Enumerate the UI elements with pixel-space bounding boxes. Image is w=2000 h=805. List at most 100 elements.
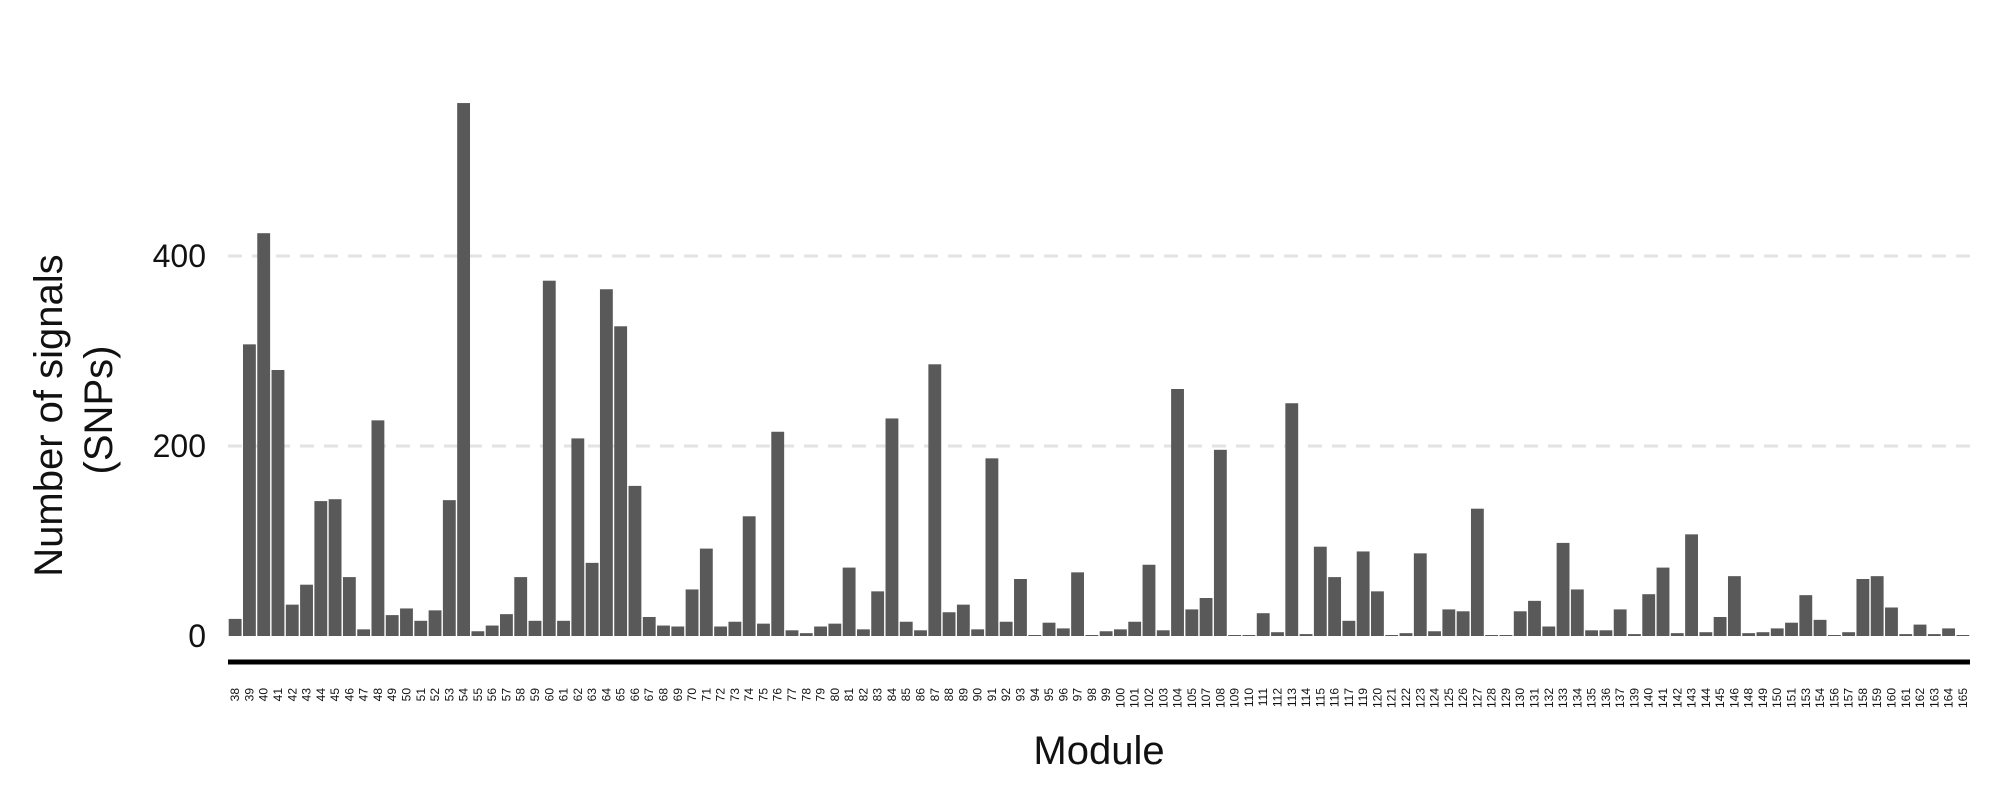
- x-tick-label: 98: [1085, 688, 1099, 702]
- bar-module-141: [1656, 567, 1670, 636]
- bar-module-72: [714, 626, 728, 636]
- x-tick-label: 49: [385, 688, 399, 702]
- x-tick-label: 129: [1499, 688, 1513, 708]
- bar-module-149: [1756, 632, 1770, 636]
- bar-module-164: [1942, 628, 1956, 636]
- bar-module-95: [1042, 622, 1056, 636]
- bar-module-160: [1885, 607, 1898, 636]
- bar-module-89: [956, 604, 970, 636]
- x-tick-label: 83: [871, 688, 885, 702]
- bar-module-97: [1071, 572, 1085, 636]
- x-tick-label: 149: [1756, 688, 1770, 708]
- bar-module-70: [685, 589, 699, 636]
- x-tick-label: 157: [1842, 688, 1856, 708]
- x-tick-label: 140: [1642, 688, 1656, 708]
- x-tick-label: 114: [1299, 688, 1313, 707]
- x-tick-label: 77: [785, 688, 799, 702]
- bar-module-60: [542, 280, 556, 636]
- bar-module-151: [1785, 622, 1798, 636]
- x-tick-label: 94: [1028, 688, 1042, 702]
- bar-module-124: [1428, 631, 1441, 636]
- x-tick-label: 78: [799, 688, 813, 702]
- x-tick-label: 67: [642, 688, 656, 702]
- y-axis-title-line-2: (SNPs): [77, 346, 121, 475]
- x-tick-label: 127: [1470, 688, 1484, 708]
- bar-module-41: [271, 370, 285, 636]
- x-tick-label: 47: [357, 688, 371, 702]
- x-tick-label: 58: [514, 688, 528, 702]
- bar-module-105: [1185, 609, 1199, 636]
- x-tick-label: 91: [985, 688, 999, 702]
- bar-module-94: [1028, 635, 1042, 636]
- bar-module-134: [1570, 589, 1584, 636]
- bar-module-109: [1228, 635, 1242, 636]
- bar-module-76: [771, 431, 785, 636]
- x-tick-label: 148: [1742, 688, 1756, 708]
- bar-module-122: [1399, 633, 1413, 636]
- y-tick-label: 200: [153, 428, 206, 464]
- bars: [228, 103, 1970, 637]
- bar-module-57: [500, 614, 513, 636]
- bar-module-117: [1342, 620, 1356, 636]
- x-tick-label: 105: [1185, 688, 1199, 708]
- x-tick-label: 60: [542, 688, 556, 702]
- x-tick-label: 102: [1142, 688, 1156, 708]
- x-tick-label: 162: [1913, 688, 1927, 708]
- x-tick-label: 116: [1328, 688, 1342, 707]
- x-tick-label: 64: [599, 688, 613, 702]
- y-tick-label: 400: [153, 238, 206, 274]
- bar-module-48: [371, 420, 385, 636]
- bar-module-49: [385, 615, 399, 636]
- x-tick-label: 132: [1542, 688, 1556, 708]
- x-tick-label: 161: [1899, 688, 1913, 708]
- bar-module-148: [1742, 633, 1756, 636]
- x-tick-label: 109: [1228, 688, 1242, 708]
- bar-module-42: [285, 604, 299, 636]
- x-tick-label: 40: [257, 688, 271, 702]
- x-tick-label: 72: [714, 688, 728, 702]
- bar-module-135: [1585, 630, 1599, 636]
- bar-module-108: [1213, 449, 1227, 636]
- x-tick-label: 117: [1342, 688, 1356, 707]
- bar-module-131: [1528, 600, 1541, 636]
- x-tick-label: 119: [1356, 688, 1370, 707]
- x-tick-label: 142: [1670, 688, 1684, 708]
- bar-module-116: [1328, 577, 1342, 636]
- x-tick-label: 38: [228, 688, 242, 702]
- bar-module-44: [314, 501, 328, 636]
- x-tick-label: 52: [428, 688, 442, 702]
- x-tick-label: 80: [828, 688, 842, 702]
- x-tick-label: 84: [885, 688, 899, 702]
- x-tick-label: 113: [1285, 688, 1299, 707]
- bar-module-157: [1842, 632, 1856, 636]
- x-tick-label: 69: [671, 688, 685, 702]
- x-tick-label: 112: [1270, 688, 1284, 707]
- x-tick-label: 42: [285, 688, 299, 702]
- x-tick-label: 92: [999, 688, 1013, 702]
- bar-module-163: [1927, 634, 1941, 636]
- bar-module-68: [657, 625, 670, 636]
- x-tick-label: 122: [1399, 688, 1413, 708]
- bar-module-132: [1542, 626, 1556, 636]
- x-tick-label: 115: [1313, 688, 1327, 707]
- bar-module-62: [571, 438, 585, 636]
- bar-module-156: [1827, 635, 1841, 636]
- bar-module-119: [1356, 551, 1370, 636]
- bar-module-64: [599, 289, 613, 636]
- bar-module-120: [1371, 591, 1384, 636]
- x-tick-label: 88: [942, 688, 956, 702]
- bar-module-84: [885, 418, 899, 636]
- x-tick-label: 82: [856, 688, 870, 702]
- bar-module-107: [1199, 598, 1213, 636]
- bar-module-111: [1256, 613, 1270, 636]
- bar-module-61: [557, 620, 570, 636]
- x-tick-label: 43: [300, 688, 314, 702]
- x-tick-label: 51: [414, 688, 428, 702]
- x-tick-label: 81: [842, 688, 856, 702]
- x-tick-label: 136: [1599, 688, 1613, 708]
- bar-module-59: [528, 620, 542, 636]
- x-tick-label: 57: [499, 688, 513, 702]
- y-tick-label: 0: [188, 618, 206, 654]
- bar-module-39: [242, 344, 256, 636]
- bar-module-143: [1685, 534, 1698, 636]
